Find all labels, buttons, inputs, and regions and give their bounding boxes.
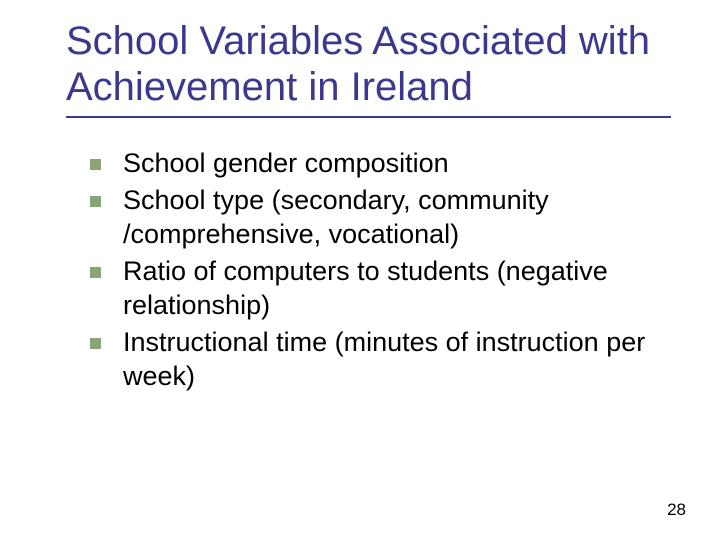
bullet-list: School gender composition School type (s… <box>70 146 680 394</box>
page-number: 28 <box>667 500 686 520</box>
title-underline <box>66 116 671 118</box>
bullet-text: Ratio of computers to students (negative… <box>123 254 680 323</box>
list-item: School gender composition <box>90 146 680 181</box>
list-item: Ratio of computers to students (negative… <box>90 254 680 323</box>
bullet-text: Instructional time (minutes of instructi… <box>123 325 680 394</box>
slide: School Variables Associated with Achieve… <box>0 0 720 540</box>
square-bullet-icon <box>90 267 101 278</box>
list-item: Instructional time (minutes of instructi… <box>90 325 680 394</box>
square-bullet-icon <box>90 338 101 349</box>
bullet-text: School gender composition <box>123 146 449 181</box>
square-bullet-icon <box>90 159 101 170</box>
bullet-text: School type (secondary, community /compr… <box>123 183 680 252</box>
square-bullet-icon <box>90 196 101 207</box>
slide-title: School Variables Associated with Achieve… <box>66 18 680 110</box>
list-item: School type (secondary, community /compr… <box>90 183 680 252</box>
